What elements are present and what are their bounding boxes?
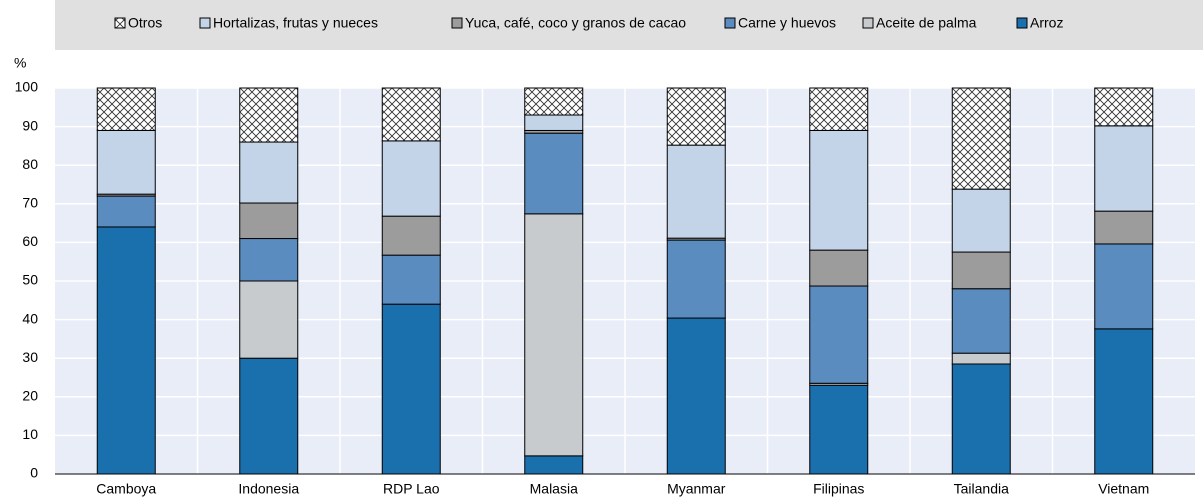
legend-swatch (1016, 17, 1028, 29)
bar-segment (239, 141, 299, 204)
bar-segment (524, 132, 584, 215)
bar-segment (666, 317, 726, 475)
y-tick-label: 80 (22, 156, 38, 172)
bar-segment (381, 215, 441, 256)
y-tick-label: 0 (30, 465, 38, 481)
bar-segment (239, 280, 299, 359)
bar-segment (809, 129, 869, 251)
legend-label: Carne y huevos (738, 15, 836, 31)
legend-label: Aceite de palma (876, 15, 977, 31)
y-axis-label: % (14, 55, 26, 71)
x-tick-label: RDP Lao (383, 481, 440, 497)
bar-segment (381, 303, 441, 475)
x-tick-label: Camboya (96, 481, 156, 497)
bar-segment (239, 202, 299, 240)
legend-swatch (862, 17, 874, 29)
bar-segment (381, 140, 441, 217)
legend-label: Hortalizas, frutas y nueces (213, 15, 378, 31)
y-tick-label: 60 (22, 233, 38, 249)
bar-segment (951, 188, 1011, 253)
x-tick-label: Vietnam (1098, 481, 1149, 497)
bar-segment (239, 238, 299, 282)
bar-segment (1094, 243, 1154, 330)
y-tick-label: 20 (22, 388, 38, 404)
legend-background (55, 0, 1203, 50)
bar-segment (524, 455, 584, 475)
bar-segment (239, 87, 299, 143)
legend-label: Arroz (1030, 15, 1063, 31)
bar-segment (951, 87, 1011, 190)
bar-segment (666, 239, 726, 319)
bar-segment (96, 129, 156, 195)
bar-segment (524, 87, 584, 116)
x-tick-label: Indonesia (238, 481, 299, 497)
legend-swatch (451, 17, 463, 29)
bar-segment (1094, 328, 1154, 475)
bar-segment (666, 87, 726, 146)
y-tick-label: 50 (22, 272, 38, 288)
bar-segment (1094, 87, 1154, 127)
bar-segment (809, 87, 869, 131)
legend-label: Otros (128, 15, 162, 31)
bar-segment (96, 195, 156, 228)
bar-segment (951, 251, 1011, 290)
y-tick-label: 90 (22, 117, 38, 133)
bar-segment (96, 226, 156, 475)
y-tick-label: 100 (15, 79, 39, 95)
bar-segment (524, 213, 584, 457)
bar-segment (951, 363, 1011, 475)
bar-segment (381, 87, 441, 142)
bar-segment (666, 144, 726, 239)
y-tick-label: 10 (22, 426, 38, 442)
legend-swatch (199, 17, 211, 29)
x-tick-label: Filipinas (813, 481, 864, 497)
y-tick-label: 30 (22, 349, 38, 365)
bar-segment (1094, 210, 1154, 245)
bar-segment (951, 288, 1011, 354)
x-tick-label: Malasia (530, 481, 578, 497)
bar-segment (381, 254, 441, 305)
bar-segment (809, 249, 869, 287)
bar-segment (96, 87, 156, 131)
bar-segment (524, 114, 584, 131)
y-tick-label: 70 (22, 195, 38, 211)
legend-swatch (114, 17, 126, 29)
legend-label: Yuca, café, coco y granos de cacao (465, 15, 686, 31)
x-tick-label: Tailandia (954, 481, 1009, 497)
bar-segment (951, 352, 1011, 365)
y-tick-label: 40 (22, 310, 38, 326)
legend-swatch (724, 17, 736, 29)
bar-segment (809, 285, 869, 384)
x-tick-label: Myanmar (667, 481, 726, 497)
bar-segment (239, 357, 299, 475)
bar-segment (809, 384, 869, 475)
bar-segment (1094, 125, 1154, 212)
